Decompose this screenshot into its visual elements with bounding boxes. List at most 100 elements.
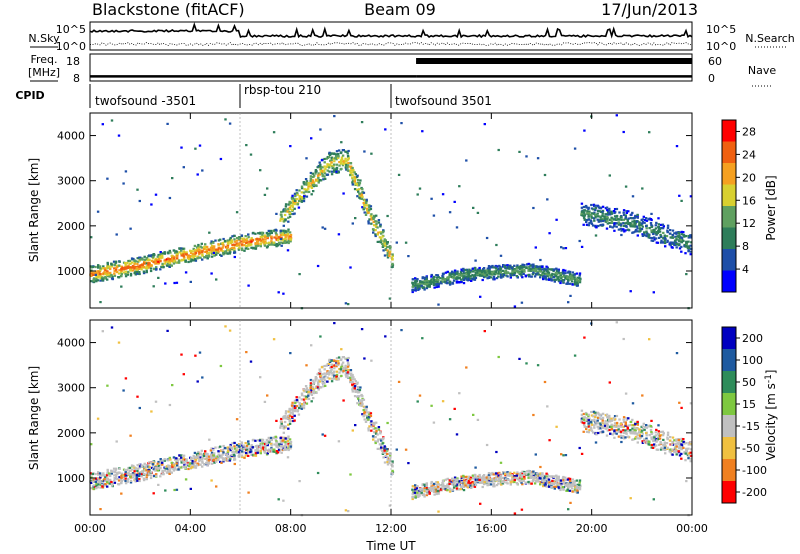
power-cell xyxy=(486,273,489,277)
power-cell xyxy=(451,272,455,275)
power-cell xyxy=(657,217,660,220)
velocity-cell xyxy=(413,491,417,494)
power-cell xyxy=(160,265,163,268)
velocity-cell xyxy=(346,371,350,374)
velocity-cell xyxy=(481,480,484,483)
velocity-cell xyxy=(279,426,282,429)
power-cell xyxy=(631,211,634,214)
velocity-cell xyxy=(537,474,540,477)
power-cell xyxy=(177,261,180,264)
power-cell xyxy=(595,226,598,229)
velocity-cell xyxy=(254,453,257,456)
velocity-cell xyxy=(138,406,141,410)
velocity-cell xyxy=(245,451,248,455)
power-cell xyxy=(142,265,146,268)
power-cell xyxy=(542,274,545,277)
velocity-cell xyxy=(216,458,220,462)
power-cell xyxy=(391,262,394,265)
power-cell xyxy=(553,280,556,283)
power-cell xyxy=(416,286,420,290)
power-cell xyxy=(537,273,540,276)
velocity-cell xyxy=(442,483,445,486)
velocity-cell xyxy=(545,475,548,478)
velocity-cell xyxy=(211,458,214,461)
velocity-cell xyxy=(446,484,449,487)
cpid-segment-1: twofsound -3501 xyxy=(95,94,196,108)
velocity-cell xyxy=(370,425,373,428)
power-cell xyxy=(679,238,683,242)
power-cell xyxy=(583,211,586,214)
power-cell xyxy=(229,250,232,254)
power-cell xyxy=(521,266,524,269)
velocity-cell xyxy=(215,460,218,463)
power-cell xyxy=(361,206,364,209)
power-cell xyxy=(330,152,333,155)
power-cell xyxy=(463,275,466,278)
power-cell xyxy=(492,278,495,281)
power-cell xyxy=(304,178,308,181)
velocity-cell xyxy=(257,439,260,442)
power-cell xyxy=(442,276,445,279)
velocity-cell xyxy=(381,442,384,445)
power-cell xyxy=(582,215,586,218)
velocity-cell xyxy=(290,404,294,407)
velocity-cell xyxy=(521,483,524,486)
velocity-cell xyxy=(91,472,94,476)
velocity-cell xyxy=(90,487,93,490)
velocity-cell xyxy=(211,459,214,462)
power-cell xyxy=(110,273,113,277)
velocity-cell xyxy=(309,392,313,395)
power-cell xyxy=(133,259,136,262)
velocity-cell xyxy=(153,475,156,478)
velocity-cell xyxy=(383,449,386,452)
power-cell xyxy=(610,210,613,213)
power-cell xyxy=(472,206,475,209)
velocity-cell xyxy=(161,469,164,472)
velocity-cell xyxy=(369,412,373,415)
velocity-cell xyxy=(106,472,109,475)
velocity-cell xyxy=(109,474,112,478)
velocity-cell xyxy=(148,461,151,464)
power-cell xyxy=(237,244,241,247)
power-cell xyxy=(309,185,313,188)
velocity-cell xyxy=(513,471,516,474)
power-cell xyxy=(626,221,630,224)
power-cell xyxy=(194,251,198,255)
velocity-cell xyxy=(338,371,341,374)
power-cell xyxy=(110,119,114,122)
velocity-cell xyxy=(351,429,354,432)
power-cell xyxy=(169,258,172,261)
velocity-cell xyxy=(164,467,167,470)
power-cell xyxy=(678,235,681,238)
velocity-cell xyxy=(395,448,398,451)
velocity-cell xyxy=(228,329,232,332)
power-cell xyxy=(279,231,282,234)
velocity-cell xyxy=(222,451,225,454)
power-cell xyxy=(476,271,479,274)
power-cell xyxy=(566,275,569,278)
power-cell xyxy=(95,275,98,278)
velocity-cell xyxy=(567,486,570,489)
power-cell xyxy=(659,223,663,226)
velocity-cell xyxy=(235,451,239,454)
velocity-cell xyxy=(298,406,301,410)
power-cell xyxy=(495,277,499,280)
power-cell xyxy=(567,301,570,304)
velocity-cell xyxy=(229,443,232,447)
power-cell xyxy=(345,163,348,167)
power-cell xyxy=(520,274,523,277)
power-cell xyxy=(339,162,343,165)
velocity-cell xyxy=(90,443,93,446)
power-cell xyxy=(377,221,381,224)
power-cell xyxy=(448,283,452,286)
velocity-cell xyxy=(357,391,361,394)
power-cell xyxy=(380,239,383,242)
power-cell xyxy=(335,168,338,171)
velocity-cell xyxy=(307,397,310,401)
velocity-cell xyxy=(448,479,451,482)
velocity-cell xyxy=(99,481,102,484)
power-cell xyxy=(384,128,387,131)
power-cell xyxy=(571,283,574,286)
power-cell xyxy=(94,278,97,282)
velocity-cell xyxy=(254,452,258,455)
